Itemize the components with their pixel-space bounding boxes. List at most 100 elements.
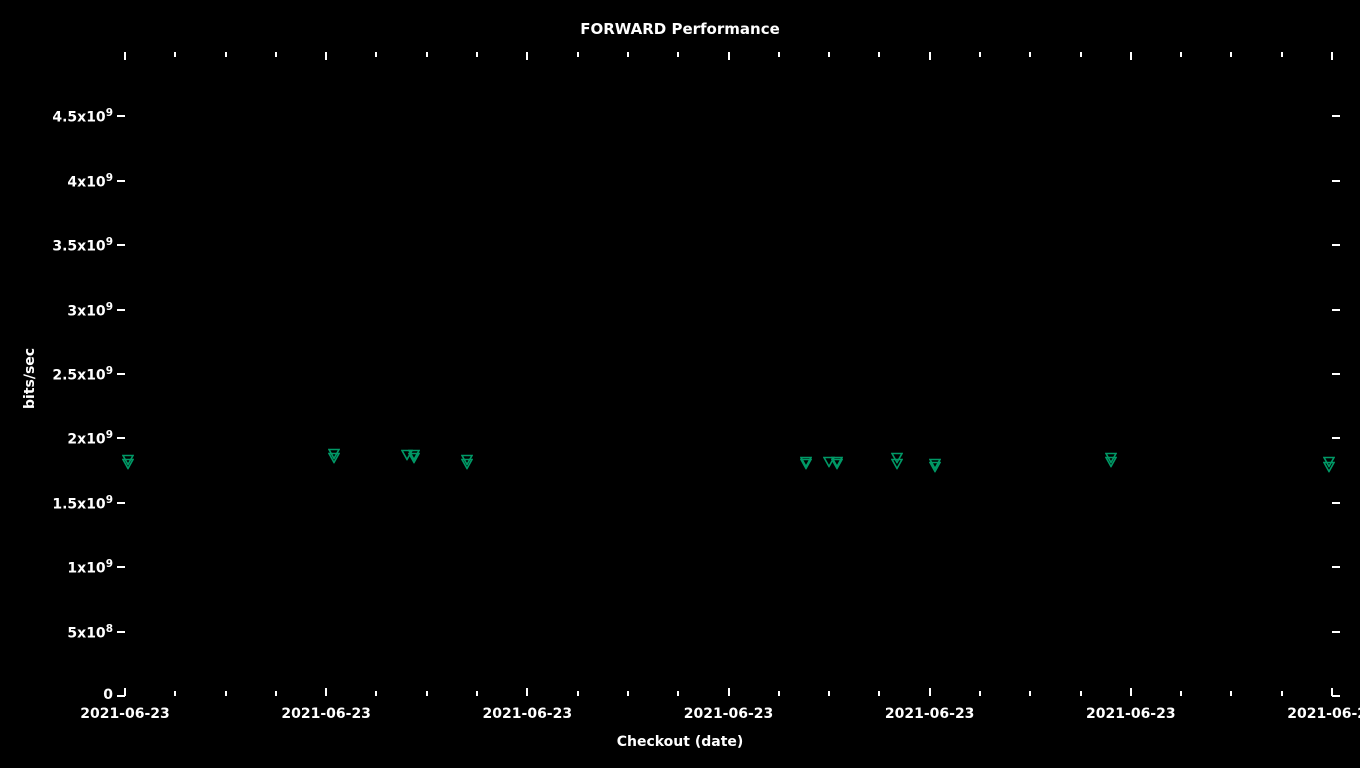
y-tick-mark	[117, 566, 125, 568]
triangle-down-icon	[408, 452, 420, 463]
y-tick-label-base: 4x10	[67, 174, 105, 190]
triangle-down-icon	[1323, 461, 1335, 472]
y-tick-mark	[117, 437, 125, 439]
x-tick-mark-bottom	[878, 691, 880, 696]
x-tick-mark-top	[979, 52, 981, 57]
x-tick-mark-top	[1230, 52, 1232, 57]
y-tick-label-exp: 9	[106, 107, 113, 119]
x-tick-mark-top	[1130, 52, 1132, 60]
x-tick-mark-top	[325, 52, 327, 60]
y-tick-mark-right	[1332, 309, 1340, 311]
x-tick-mark-top	[929, 52, 931, 60]
data-marker	[328, 448, 340, 467]
x-tick-mark-bottom	[627, 691, 629, 696]
data-marker	[1105, 452, 1117, 471]
y-tick-label: 4.5x109	[52, 107, 113, 126]
x-tick-mark-bottom	[1080, 691, 1082, 696]
y-tick-mark-right	[1332, 631, 1340, 633]
x-tick-mark-top	[275, 52, 277, 57]
x-tick-mark-top	[677, 52, 679, 57]
x-tick-mark-bottom	[979, 691, 981, 696]
y-tick-mark-right	[1332, 437, 1340, 439]
y-tick-mark-right	[1332, 566, 1340, 568]
x-tick-mark-top	[526, 52, 528, 60]
y-tick-label-exp: 9	[106, 494, 113, 506]
y-tick-label-base: 1x10	[67, 561, 105, 577]
y-tick-mark	[117, 180, 125, 182]
x-tick-mark-bottom	[476, 691, 478, 696]
y-tick-label-base: 2x10	[67, 432, 105, 448]
x-tick-mark-bottom	[225, 691, 227, 696]
data-marker	[891, 455, 903, 474]
x-tick-mark-bottom	[426, 691, 428, 696]
x-tick-mark-bottom	[728, 688, 730, 696]
x-tick-mark-bottom	[1230, 691, 1232, 696]
y-tick-label-base: 4.5x10	[52, 110, 105, 126]
x-tick-mark-top	[426, 52, 428, 57]
x-tick-label: 2021-06-23	[880, 706, 980, 722]
y-tick-label-base: 2.5x10	[52, 368, 105, 384]
y-tick-label-base: 3x10	[67, 303, 105, 319]
x-tick-mark-top	[1331, 52, 1333, 60]
data-marker	[929, 457, 941, 476]
y-tick-label-exp: 9	[106, 558, 113, 570]
x-tick-label: 2021-06-23	[276, 706, 376, 722]
x-tick-mark-top	[1281, 52, 1283, 57]
y-tick-mark-right	[1332, 502, 1340, 504]
x-tick-mark-bottom	[325, 688, 327, 696]
triangle-down-icon	[929, 461, 941, 472]
x-axis-label: Checkout (date)	[0, 734, 1360, 750]
y-tick-mark-right	[1332, 180, 1340, 182]
triangle-down-icon	[122, 459, 134, 470]
chart-title: FORWARD Performance	[0, 20, 1360, 38]
x-tick-mark-top	[728, 52, 730, 60]
y-tick-mark-right	[1332, 695, 1340, 697]
data-marker	[831, 455, 843, 474]
x-tick-mark-top	[225, 52, 227, 57]
y-tick-mark	[117, 373, 125, 375]
triangle-down-icon	[831, 459, 843, 470]
y-tick-label-exp: 8	[106, 623, 113, 635]
x-tick-mark-bottom	[828, 691, 830, 696]
y-tick-mark	[117, 115, 125, 117]
x-tick-mark-top	[1029, 52, 1031, 57]
x-tick-mark-top	[1080, 52, 1082, 57]
y-tick-label: 0	[103, 687, 113, 703]
y-tick-label-base: 5x10	[67, 625, 105, 641]
x-tick-mark-bottom	[1130, 688, 1132, 696]
x-tick-mark-bottom	[526, 688, 528, 696]
x-tick-mark-top	[174, 52, 176, 57]
y-tick-label: 4x109	[67, 172, 113, 191]
x-tick-mark-top	[375, 52, 377, 57]
x-tick-mark-top	[124, 52, 126, 60]
y-tick-label-exp: 9	[106, 301, 113, 313]
x-tick-mark-bottom	[577, 691, 579, 696]
y-tick-label-exp: 9	[106, 172, 113, 184]
x-tick-mark-bottom	[1029, 691, 1031, 696]
data-marker	[122, 455, 134, 474]
x-tick-label: 2021-06-23	[75, 706, 175, 722]
chart-container: FORWARD Performance bits/sec Checkout (d…	[0, 0, 1360, 768]
x-tick-mark-bottom	[929, 688, 931, 696]
x-tick-label: 2021-06-23	[1081, 706, 1181, 722]
x-tick-mark-top	[1180, 52, 1182, 57]
x-tick-mark-top	[627, 52, 629, 57]
data-marker	[800, 455, 812, 474]
x-tick-label: 2021-06-23	[477, 706, 577, 722]
y-tick-label: 3.5x109	[52, 236, 113, 255]
y-tick-mark	[117, 309, 125, 311]
x-tick-label: 2021-06-23	[1282, 706, 1360, 722]
triangle-down-icon	[461, 459, 473, 470]
x-tick-mark-top	[476, 52, 478, 57]
x-tick-label: 2021-06-23	[679, 706, 779, 722]
x-tick-mark-bottom	[174, 691, 176, 696]
y-tick-label: 2.5x109	[52, 365, 113, 384]
triangle-down-icon	[891, 459, 903, 470]
y-tick-label: 5x108	[67, 623, 113, 642]
y-tick-mark	[117, 631, 125, 633]
x-tick-mark-top	[828, 52, 830, 57]
plot-area	[125, 52, 1332, 696]
x-tick-mark-bottom	[1331, 688, 1333, 696]
x-tick-mark-bottom	[124, 688, 126, 696]
x-tick-mark-bottom	[778, 691, 780, 696]
